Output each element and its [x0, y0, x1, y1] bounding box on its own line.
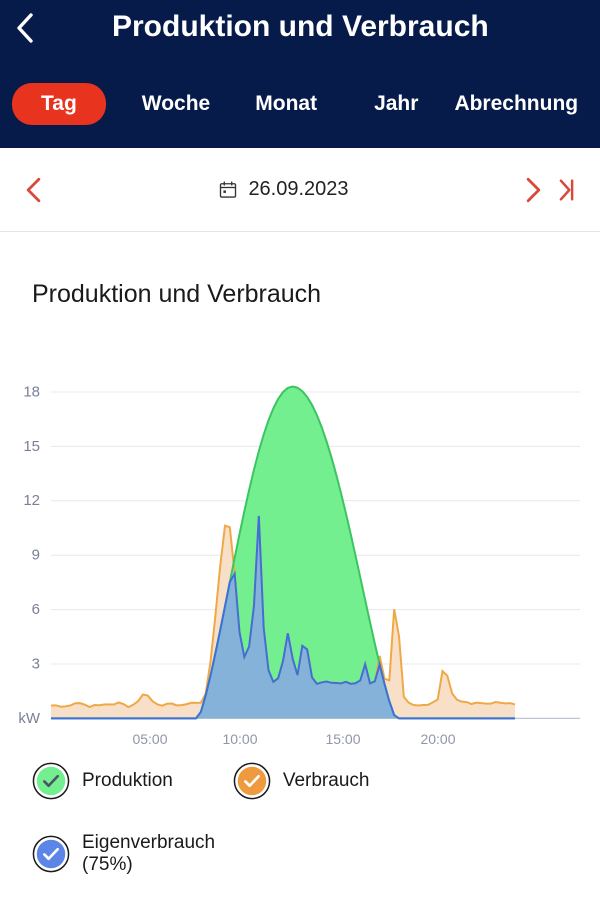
svg-text:9: 9: [32, 547, 40, 564]
svg-text:12: 12: [23, 492, 40, 509]
svg-text:10:00: 10:00: [222, 731, 257, 747]
svg-text:20:00: 20:00: [420, 731, 455, 747]
svg-text:kW: kW: [18, 710, 41, 727]
svg-text:15:00: 15:00: [325, 731, 360, 747]
svg-text:3: 3: [32, 655, 40, 672]
svg-text:18: 18: [23, 383, 40, 400]
svg-text:6: 6: [32, 601, 40, 618]
svg-text:05:00: 05:00: [132, 731, 167, 747]
svg-text:15: 15: [23, 438, 40, 455]
